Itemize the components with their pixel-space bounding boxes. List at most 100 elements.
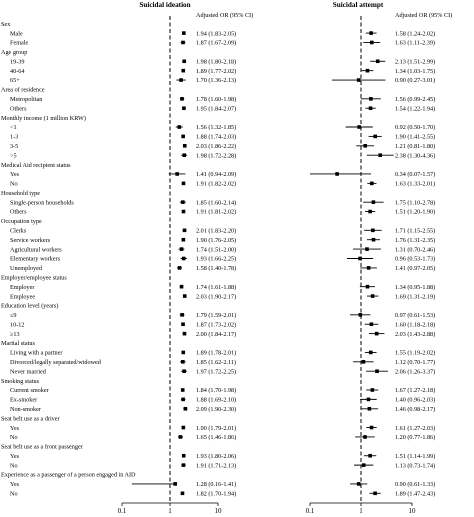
- or-ci-text-attempt: 0.90 (0.61-1.33): [395, 481, 435, 488]
- group-header-label: Employer/employee status: [1, 274, 67, 281]
- point-estimate-ideation: [177, 125, 182, 129]
- or-ci-text-attempt: 1.20 (0.77-1.86): [395, 434, 435, 441]
- point-estimate-attempt: [373, 491, 377, 496]
- or-ci-text-ideation: 1.90 (1.79-2.01): [196, 425, 236, 432]
- or-ci-text-ideation: 2.00 (1.84-2.17): [196, 331, 236, 338]
- or-ci-text-attempt: 1.63 (1.11-2.39): [395, 40, 435, 47]
- point-estimate-attempt: [365, 247, 369, 251]
- row-label: Unemployed: [10, 265, 43, 272]
- row-label: Yes: [10, 453, 20, 460]
- point-estimate-ideation: [181, 322, 185, 327]
- group-header-label: Seat belt use as a front passenger: [1, 444, 83, 451]
- or-ci-text-attempt: 1.40 (0.96-2.03): [395, 397, 435, 404]
- group-header-label: Monthly income (1 million KRW): [1, 115, 86, 122]
- or-ci-text-ideation: 2.09 (1.90-2.30): [196, 406, 236, 413]
- or-ci-text-attempt: 1.63 (1.33-2.01): [395, 181, 435, 188]
- point-estimate-ideation: [181, 181, 186, 186]
- group-header-label: Area of residence: [1, 87, 45, 94]
- row-label: No: [10, 434, 18, 441]
- group-header-label: Experience as a passenger of a person en…: [1, 472, 136, 479]
- row-label: <1: [10, 124, 17, 131]
- panel-ideation: Suicidal ideation Adjusted OR (95% CI): [139, 1, 253, 19]
- or-ci-text-attempt: 0.96 (0.53-1.73): [395, 256, 435, 263]
- row-label: ≥13: [10, 331, 20, 338]
- forest-rows: Sex Male 1.94 (1.83-2.05) 1.58 (1.24-2.02) F…: [1, 21, 435, 498]
- group-header-label: Seat belt use as a driver: [1, 415, 60, 422]
- point-estimate-ideation: [181, 134, 185, 139]
- or-ci-text-ideation: 1.41 (0.94-2.09): [196, 171, 236, 178]
- or-ci-text-attempt: 1.51 (1.14-1.99): [395, 453, 435, 460]
- row-label: Living with a partner: [10, 350, 62, 357]
- row-label: Yes: [10, 425, 20, 432]
- or-ci-text-attempt: 1.34 (0.95-1.88): [395, 284, 435, 291]
- group-header-label: Household type: [1, 190, 40, 197]
- point-estimate-attempt: [365, 284, 370, 289]
- point-estimate-ideation: [182, 106, 186, 111]
- row-label: Female: [10, 40, 28, 47]
- or-ci-text-ideation: 2.03 (1.90-2.17): [196, 293, 236, 300]
- point-estimate-ideation: [181, 237, 186, 242]
- or-ci-text-attempt: 1.34 (1.03-1.75): [395, 68, 435, 75]
- or-ci-text-attempt: 1.51 (1.20-1.90): [395, 209, 435, 216]
- row-label: Divorced/legally separated/widowed: [10, 359, 102, 366]
- or-ci-text-ideation: 1.78 (1.60-1.98): [196, 96, 236, 103]
- x-tick-label-ideation: 0.1: [118, 507, 127, 515]
- point-estimate-ideation: [181, 397, 185, 402]
- or-ci-text-attempt: 0.34 (0.07-1.57): [395, 171, 435, 178]
- point-estimate-ideation: [173, 482, 177, 486]
- row-label: Yes: [10, 171, 20, 178]
- or-ci-text-ideation: 1.95 (1.84-2.07): [196, 105, 236, 112]
- point-estimate-attempt: [356, 78, 361, 82]
- point-estimate-ideation: [182, 294, 187, 298]
- point-estimate-attempt: [368, 209, 372, 214]
- row-label: Current smoker: [10, 387, 49, 394]
- point-estimate-ideation: [182, 59, 187, 64]
- point-estimate-ideation: [179, 247, 184, 251]
- or-ci-text-ideation: 1.65 (1.46-1.86): [196, 434, 236, 441]
- point-estimate-ideation: [182, 369, 186, 374]
- or-ci-text-attempt: 2.03 (1.43-2.88): [395, 331, 435, 338]
- point-estimate-attempt: [366, 397, 371, 402]
- or-ci-text-ideation: 2.03 (1.86-2.22): [196, 143, 236, 150]
- point-estimate-attempt: [357, 125, 361, 129]
- row-label: Single-person households: [10, 199, 74, 206]
- row-label: Never married: [10, 368, 47, 375]
- or-ci-text-attempt: 1.69 (1.31-2.19): [395, 293, 435, 300]
- row-label: Others: [10, 105, 27, 112]
- point-estimate-ideation: [180, 388, 185, 392]
- row-label: >5: [10, 152, 17, 159]
- point-estimate-attempt: [369, 425, 374, 430]
- point-estimate-attempt: [369, 97, 373, 101]
- row-label: Agricultural workers: [10, 246, 62, 253]
- point-estimate-attempt: [370, 294, 375, 298]
- ci-header-ideation: Adjusted OR (95% CI): [196, 12, 253, 19]
- group-header-label: Marital status: [1, 340, 35, 347]
- point-estimate-attempt: [365, 68, 370, 73]
- or-ci-text-ideation: 1.87 (1.67-2.09): [196, 40, 236, 47]
- or-ci-text-ideation: 1.98 (1.80-2.18): [196, 58, 236, 65]
- or-ci-text-attempt: 1.90 (1.41-2.55): [395, 134, 435, 141]
- point-estimate-ideation: [178, 435, 183, 439]
- or-ci-text-attempt: 1.56 (0.99-2.45): [395, 96, 435, 103]
- or-ci-text-ideation: 1.90 (1.76-2.05): [196, 237, 236, 244]
- point-estimate-attempt: [369, 31, 373, 35]
- or-ci-text-ideation: 1.85 (1.62-2.11): [196, 359, 236, 366]
- group-header-label: Smoking status: [1, 378, 40, 385]
- x-tick-label-attempt: 1: [359, 507, 363, 515]
- point-estimate-ideation: [181, 200, 185, 204]
- point-estimate-ideation: [182, 228, 187, 233]
- row-label: 1-3: [10, 134, 18, 141]
- point-estimate-attempt: [361, 463, 366, 467]
- or-ci-text-ideation: 1.93 (1.80-2.06): [196, 453, 236, 460]
- or-ci-text-ideation: 1.98 (1.72-2.28): [196, 152, 236, 159]
- or-ci-text-attempt: 2.13 (1.51-2.99): [395, 58, 435, 65]
- point-estimate-ideation: [182, 143, 187, 148]
- row-label: No: [10, 181, 18, 188]
- x-tick-label-ideation: 10: [215, 507, 223, 515]
- row-label: Clerks: [10, 228, 27, 235]
- row-label: 40-64: [10, 68, 24, 75]
- or-ci-text-attempt: 2.38 (1.30-4.36): [395, 152, 435, 159]
- point-estimate-ideation: [182, 31, 186, 35]
- or-ci-text-attempt: 1.13 (0.73-1.74): [395, 462, 435, 469]
- point-estimate-attempt: [368, 453, 372, 458]
